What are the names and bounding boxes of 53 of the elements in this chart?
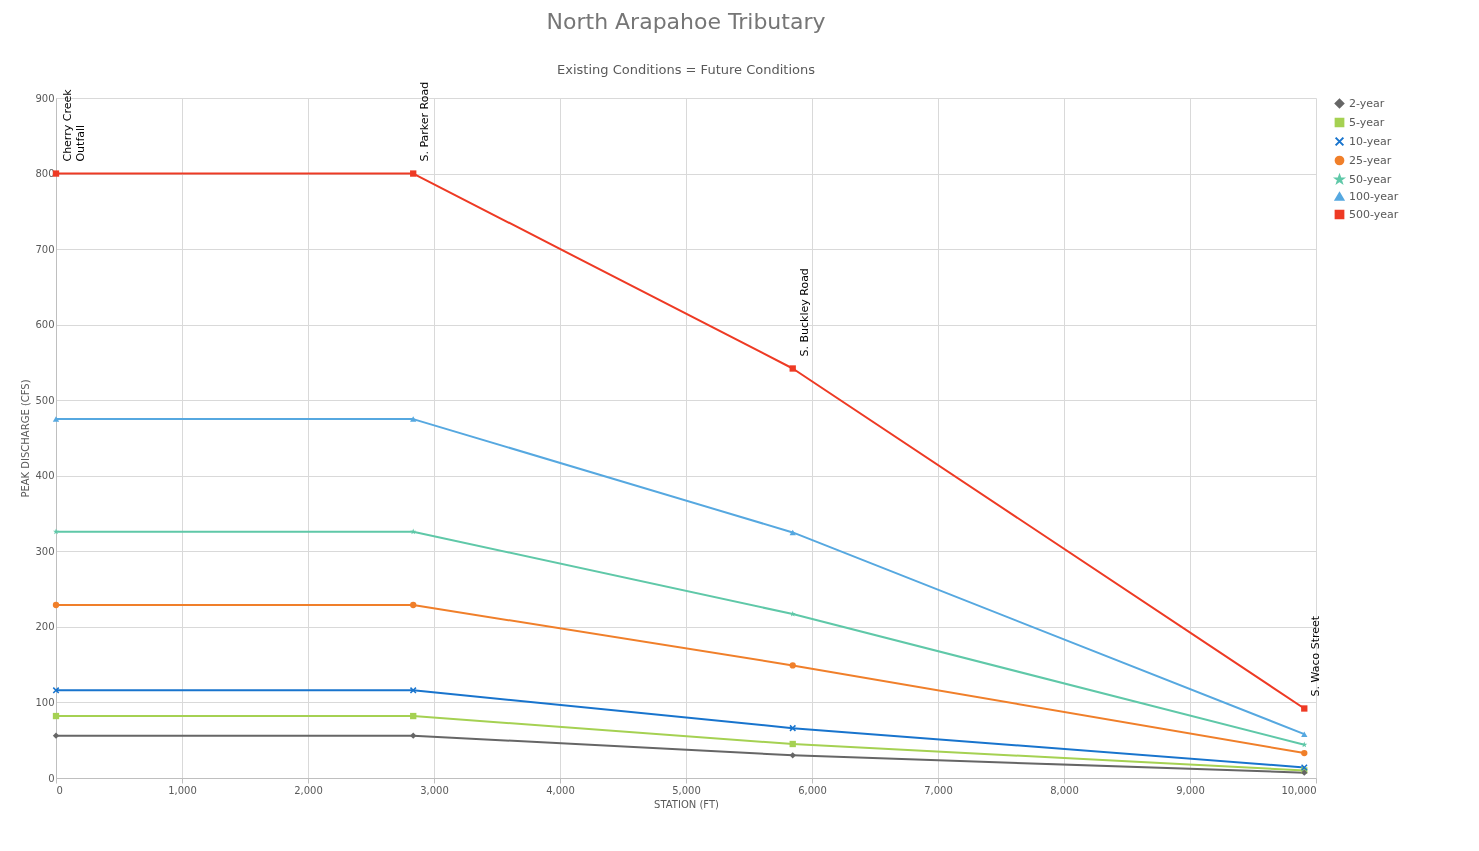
point	[410, 170, 417, 177]
point	[789, 740, 796, 748]
x-tick-label: 3,000	[420, 784, 449, 796]
legend-label: 25-year	[1349, 153, 1392, 167]
annotation: S. Parker Road	[418, 81, 432, 162]
y-axis-title: PEAK DISCHARGE (CFS)	[20, 379, 32, 498]
legend-label: 5-year	[1349, 115, 1385, 129]
x-tick-label: 0	[56, 784, 63, 796]
point	[1301, 749, 1308, 757]
y-tick-label: 100	[35, 696, 55, 708]
x-tick-label: 1,000	[168, 784, 197, 796]
x-tick-label: 7,000	[924, 784, 953, 796]
legend-label: 50-year	[1349, 172, 1392, 186]
y-tick-label: 0	[48, 772, 55, 784]
y-tick-label: 200	[35, 621, 55, 633]
point	[789, 752, 796, 759]
point	[1301, 731, 1308, 737]
point	[52, 416, 60, 422]
y-tick-label: 300	[35, 545, 55, 557]
x-axis-title: STATION (FT)	[654, 798, 719, 810]
annotation: S. Buckley Road	[797, 268, 811, 357]
legend-label: 500-year	[1349, 207, 1399, 221]
point	[52, 601, 60, 609]
point	[410, 601, 417, 609]
point	[52, 732, 60, 739]
point	[789, 662, 796, 669]
x-tick-label: 5,000	[672, 784, 701, 796]
point	[410, 712, 417, 720]
point	[1301, 705, 1308, 712]
x-tick-label: 2,000	[294, 784, 323, 796]
point	[1301, 741, 1308, 748]
point	[410, 732, 417, 739]
chart-subtitle: Existing Conditions = Future Conditions	[557, 61, 816, 77]
x-tick-label: 10,000	[1281, 784, 1317, 796]
point	[52, 712, 60, 720]
chart-title: North Arapahoe Tributary	[546, 8, 826, 34]
x-tick-label: 6,000	[798, 784, 827, 796]
point	[410, 528, 417, 535]
legend-label: 2-year	[1349, 96, 1385, 110]
y-tick-label: 900	[35, 92, 55, 104]
y-tick-label: 600	[35, 319, 55, 331]
y-tick-label: 400	[35, 470, 55, 482]
x-tick-label: 4,000	[546, 784, 575, 796]
x-tick-label: 9,000	[1176, 784, 1205, 796]
point	[410, 416, 417, 422]
annotation: S. Waco Street	[1309, 615, 1323, 697]
y-tick-label: 700	[35, 243, 55, 255]
annotation: Cherry Creek Outfall	[61, 88, 87, 162]
x-tick-label: 8,000	[1050, 784, 1079, 796]
y-tick-label: 500	[35, 394, 55, 406]
legend-label: 10-year	[1349, 134, 1392, 148]
legend-label: 100-year	[1349, 189, 1399, 203]
point	[789, 365, 796, 372]
